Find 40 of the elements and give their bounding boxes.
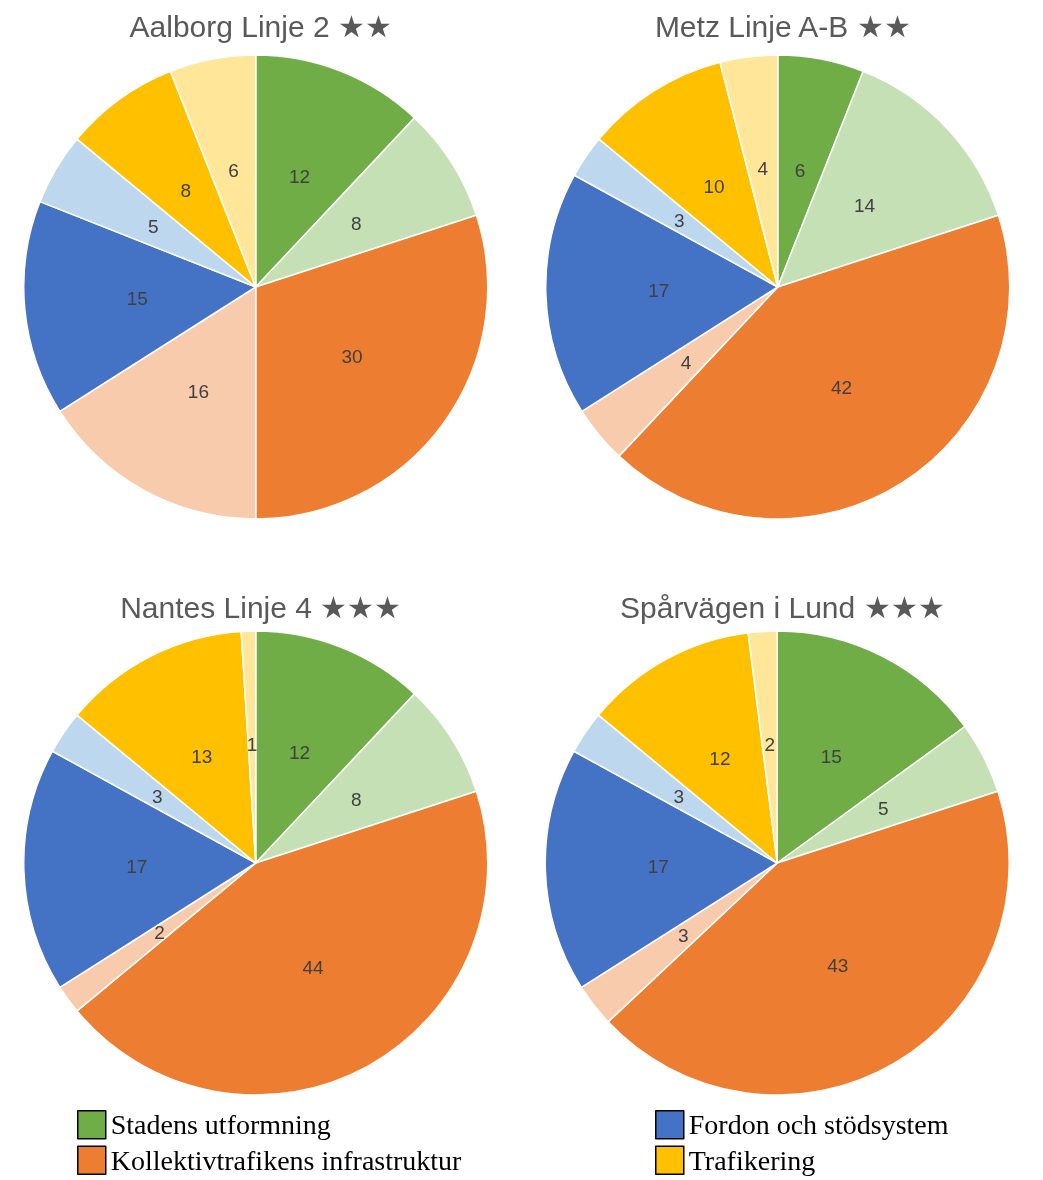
- data-label: 13: [191, 746, 213, 768]
- legend-label: Stadens utformning: [110, 1109, 331, 1141]
- data-label: 43: [827, 954, 849, 976]
- data-label: 6: [228, 159, 239, 181]
- data-label: 3: [677, 925, 689, 947]
- data-label: 6: [794, 159, 805, 181]
- data-label: 3: [673, 209, 685, 231]
- data-label: 3: [152, 785, 163, 807]
- data-label: 10: [702, 176, 725, 198]
- data-label: 2: [764, 733, 776, 755]
- data-label: 17: [647, 280, 669, 302]
- legend-label: Trafikering: [688, 1144, 816, 1176]
- data-label: 42: [830, 376, 852, 398]
- data-label: 14: [853, 195, 875, 217]
- data-label: 5: [148, 215, 159, 237]
- legend-label: Kollektivtrafikens infrastruktur: [110, 1144, 463, 1176]
- data-label: 5: [877, 798, 889, 820]
- data-label: 4: [680, 352, 692, 374]
- chart-title: Nantes Linje 4 ★★★: [120, 590, 402, 624]
- data-label: 1: [246, 733, 258, 755]
- data-label: 8: [350, 788, 362, 810]
- data-label: 16: [187, 380, 209, 402]
- chart-title: Aalborg Linje 2 ★★: [129, 9, 392, 43]
- data-label: 15: [126, 287, 148, 309]
- chart-title: Metz Linje A-B ★★: [654, 9, 911, 43]
- legend-label: Fordon och stödsystem: [688, 1109, 949, 1141]
- data-label: 12: [288, 165, 311, 187]
- data-label: 12: [288, 741, 311, 763]
- data-label: 3: [673, 785, 685, 807]
- data-label: 44: [302, 956, 325, 978]
- data-label: 8: [350, 212, 362, 234]
- data-label: 17: [647, 856, 669, 878]
- data-label: 8: [180, 180, 192, 202]
- data-label: 4: [757, 158, 769, 180]
- data-label: 2: [154, 922, 165, 944]
- data-label: 12: [709, 748, 731, 770]
- data-label: 17: [126, 856, 148, 878]
- chart-title: Spårvägen i Lund ★★★: [619, 590, 945, 624]
- data-label: 15: [820, 746, 842, 768]
- data-label: 30: [341, 346, 363, 368]
